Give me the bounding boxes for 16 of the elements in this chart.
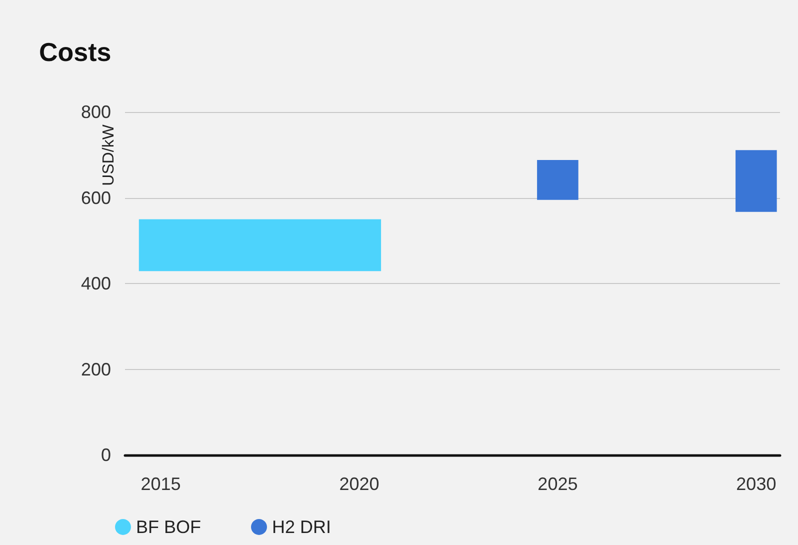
bar xyxy=(138,219,382,272)
legend-label: H2 DRI xyxy=(272,517,332,537)
x-tick-label: 2020 xyxy=(339,474,380,494)
y-axis-title: USD/kW xyxy=(100,124,118,186)
x-tick-label: 2015 xyxy=(140,474,181,494)
y-tick-label: 200 xyxy=(80,359,111,380)
y-tick-label: 800 xyxy=(80,102,111,122)
bar xyxy=(736,150,777,212)
chart-title: Costs xyxy=(39,37,112,67)
legend-label: BF BOF xyxy=(136,517,202,537)
x-tick-label: 2030 xyxy=(736,474,776,494)
bar xyxy=(537,160,578,200)
x-tick-label: 2025 xyxy=(538,474,578,494)
y-tick-label: 400 xyxy=(80,274,111,294)
y-tick-label: 600 xyxy=(80,188,111,208)
y-tick-label: 0 xyxy=(100,445,111,465)
